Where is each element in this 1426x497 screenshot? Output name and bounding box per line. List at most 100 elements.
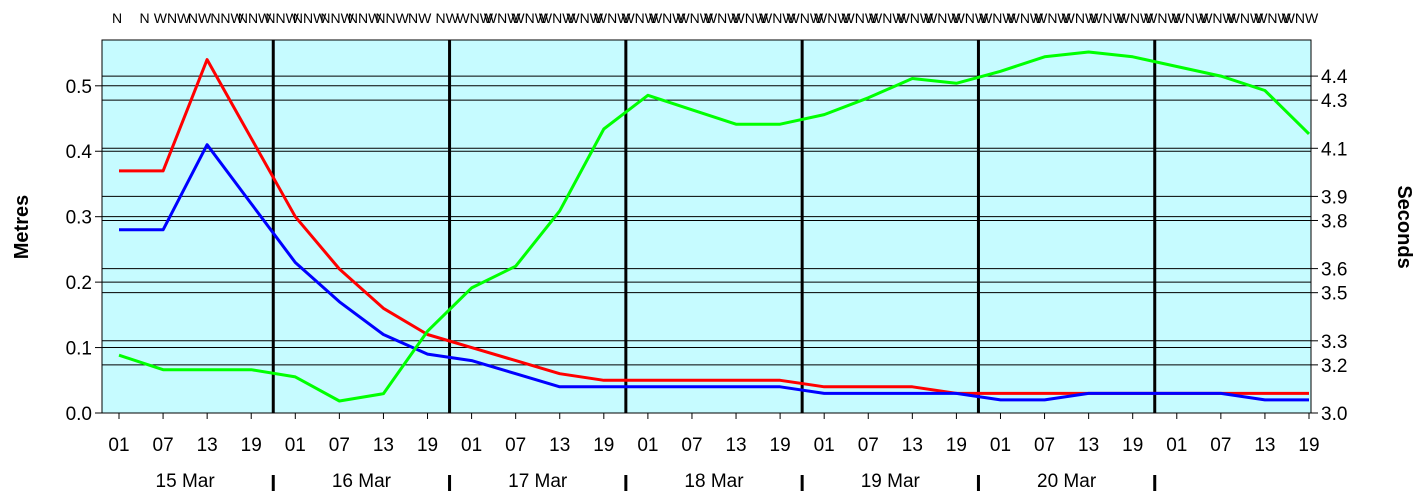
x-tick-label-18: 13 (902, 435, 923, 456)
x-tick-label-3: 19 (241, 435, 262, 456)
direction-label-23: WNW (731, 10, 768, 26)
x-tick-label-1: 07 (153, 435, 174, 456)
direction-label-8: NNW (320, 10, 354, 26)
direction-label-15: WNW (511, 10, 548, 26)
direction-label-2: WNW (154, 10, 191, 26)
x-tick-label-7: 19 (417, 435, 438, 456)
direction-label-38: WNW (1144, 10, 1181, 26)
plot-background (102, 40, 1311, 413)
x-tick-label-13: 07 (681, 435, 702, 456)
direction-label-40: WNW (1199, 10, 1236, 26)
day-label-1: 16 Mar (332, 471, 392, 492)
direction-label-20: WNW (649, 10, 686, 26)
series-layer (118, 50, 1311, 403)
direction-label-1: N (139, 10, 149, 26)
direction-label-21: WNW (676, 10, 713, 26)
x-tick-label-4: 01 (285, 435, 306, 456)
left-tick-label-3: 0.3 (66, 208, 92, 229)
direction-label-12: NW (435, 10, 459, 26)
x-tick-label-19: 19 (946, 435, 967, 456)
direction-label-27: WNW (842, 10, 879, 26)
day-separators (271, 40, 1157, 413)
right-tick-label-8: 4.3 (1321, 91, 1347, 112)
direction-label-33: WNW (1007, 10, 1044, 26)
x-tick-label-27: 19 (1298, 435, 1319, 456)
right-tick-label-0: 3.0 (1321, 404, 1347, 425)
direction-label-7: NNW (293, 10, 327, 26)
direction-label-6: NNW (265, 10, 299, 26)
right-axis: 3.0 3.2 3.3 3.5 3.6 3.8 3.9 4.1 4.3 4.4 (1311, 67, 1348, 425)
direction-label-43: WNW (1282, 10, 1319, 26)
right-tick-label-7: 4.1 (1321, 139, 1347, 160)
right-tick-label-1: 3.2 (1321, 356, 1347, 377)
day-label-5: 20 Mar (1037, 471, 1097, 492)
direction-label-17: WNW (566, 10, 603, 26)
direction-label-24: WNW (759, 10, 796, 26)
direction-label-9: NNW (348, 10, 382, 26)
x-tick-label-23: 19 (1122, 435, 1143, 456)
right-axis-title: Seconds (1393, 185, 1415, 268)
x-tick-label-6: 13 (373, 435, 394, 456)
direction-label-39: WNW (1172, 10, 1209, 26)
x-tick-label-21: 07 (1034, 435, 1055, 456)
direction-label-35: WNW (1062, 10, 1099, 26)
direction-label-16: WNW (539, 10, 576, 26)
x-tick-label-14: 13 (725, 435, 746, 456)
x-tick-label-25: 07 (1210, 435, 1231, 456)
direction-label-42: WNW (1254, 10, 1291, 26)
x-tick-label-5: 07 (329, 435, 350, 456)
direction-label-32: WNW (979, 10, 1016, 26)
direction-label-37: WNW (1117, 10, 1154, 26)
direction-label-18: WNW (594, 10, 631, 26)
direction-label-0: N (112, 10, 122, 26)
left-axis: 0.0 0.1 0.2 0.3 0.4 0.5 (66, 77, 102, 425)
x-tick-label-10: 13 (549, 435, 570, 456)
x-axis: 01 07 13 19 01 07 13 19 01 07 13 19 01 07 13 19 01 07 13 19… (108, 413, 1320, 492)
x-tick-label-20: 01 (990, 435, 1011, 456)
day-label-3: 18 Mar (684, 471, 744, 492)
x-tick-label-26: 13 (1254, 435, 1275, 456)
series-line-1 (119, 143, 1309, 402)
direction-label-30: WNW (924, 10, 961, 26)
direction-label-13: WNW (456, 10, 493, 26)
day-label-2: 17 Mar (508, 471, 568, 492)
right-tick-label-6: 3.9 (1321, 187, 1347, 208)
left-tick-label-5: 0.5 (66, 77, 92, 98)
x-tick-label-24: 01 (1166, 435, 1187, 456)
left-tick-label-1: 0.1 (66, 339, 92, 360)
direction-label-5: NNW (238, 10, 272, 26)
day-label-0: 15 Mar (156, 471, 216, 492)
direction-label-22: WNW (704, 10, 741, 26)
right-tick-label-2: 3.3 (1321, 332, 1347, 353)
direction-label-11: NW (408, 10, 432, 26)
direction-label-3: NW (188, 10, 212, 26)
direction-label-36: WNW (1089, 10, 1126, 26)
x-tick-label-0: 01 (108, 435, 129, 456)
left-tick-label-0: 0.0 (66, 404, 92, 425)
right-tick-label-3: 3.5 (1321, 284, 1347, 305)
x-tick-label-12: 01 (637, 435, 658, 456)
direction-label-4: NNW (210, 10, 244, 26)
x-tick-label-16: 01 (814, 435, 835, 456)
x-tick-label-9: 07 (505, 435, 526, 456)
direction-label-31: WNW (952, 10, 989, 26)
right-tick-label-5: 3.8 (1321, 211, 1347, 232)
left-tick-label-4: 0.4 (66, 142, 93, 163)
series-line-2 (118, 50, 1311, 403)
x-tick-label-11: 19 (593, 435, 614, 456)
plot-frame (101, 39, 1312, 414)
direction-label-19: WNW (621, 10, 658, 26)
x-tick-label-8: 01 (461, 435, 482, 456)
left-tick-label-2: 0.2 (66, 273, 92, 294)
direction-label-26: WNW (814, 10, 851, 26)
direction-label-29: WNW (897, 10, 934, 26)
x-tick-label-17: 07 (858, 435, 879, 456)
left-axis-title: Metres (11, 195, 33, 259)
right-tick-label-9: 4.4 (1321, 67, 1348, 88)
direction-label-10: NNW (375, 10, 409, 26)
direction-label-41: WNW (1227, 10, 1264, 26)
x-tick-label-22: 13 (1078, 435, 1099, 456)
day-label-4: 19 Mar (861, 471, 921, 492)
